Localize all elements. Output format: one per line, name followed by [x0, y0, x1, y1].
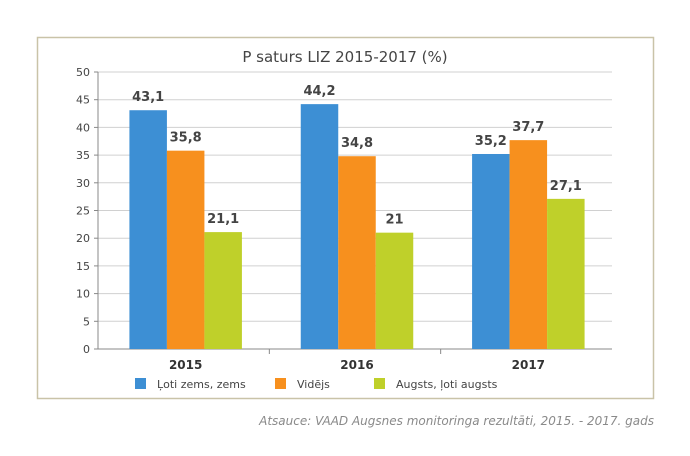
bar — [129, 110, 167, 349]
y-tick-label: 35 — [76, 149, 90, 162]
chart-title: P saturs LIZ 2015-2017 (%) — [242, 48, 447, 66]
x-tick-label: 2015 — [169, 358, 202, 372]
data-label: 21,1 — [207, 212, 239, 227]
bar — [166, 150, 205, 349]
bar — [472, 153, 510, 349]
bar — [547, 198, 585, 349]
data-label: 35,8 — [170, 131, 202, 146]
data-label: 34,8 — [341, 136, 373, 151]
y-tick-label: 15 — [76, 260, 90, 273]
y-tick-label: 40 — [76, 121, 90, 134]
source-note: Atsauce: VAAD Augsnes monitoringa rezult… — [259, 414, 654, 428]
y-tick-label: 30 — [76, 177, 90, 190]
y-tick-label: 10 — [76, 288, 90, 301]
bar — [204, 232, 242, 349]
y-tick-label: 5 — [83, 315, 90, 328]
data-label: 21 — [385, 213, 403, 228]
bar — [300, 104, 339, 349]
data-label: 44,2 — [303, 84, 335, 99]
legend-label: Augsts, ļoti augsts — [396, 378, 498, 391]
legend-swatch — [135, 378, 146, 389]
legend-swatch — [374, 378, 385, 389]
bar — [338, 156, 376, 349]
legend-swatch — [275, 378, 286, 389]
y-tick-label: 0 — [83, 343, 90, 356]
y-tick-label: 45 — [76, 94, 90, 107]
legend-label: Vidējs — [297, 378, 330, 391]
data-label: 27,1 — [550, 179, 582, 194]
y-tick-label: 25 — [76, 205, 90, 218]
y-tick-label: 50 — [76, 66, 90, 79]
data-label: 43,1 — [132, 90, 164, 105]
legend-label: Ļoti zems, zems — [157, 378, 246, 391]
x-tick-label: 2017 — [512, 358, 545, 372]
y-tick-label: 20 — [76, 232, 90, 245]
data-label: 35,2 — [475, 134, 507, 149]
data-label: 37,7 — [512, 120, 544, 135]
bar — [509, 140, 548, 349]
x-tick-label: 2016 — [340, 358, 373, 372]
bar — [375, 232, 414, 349]
